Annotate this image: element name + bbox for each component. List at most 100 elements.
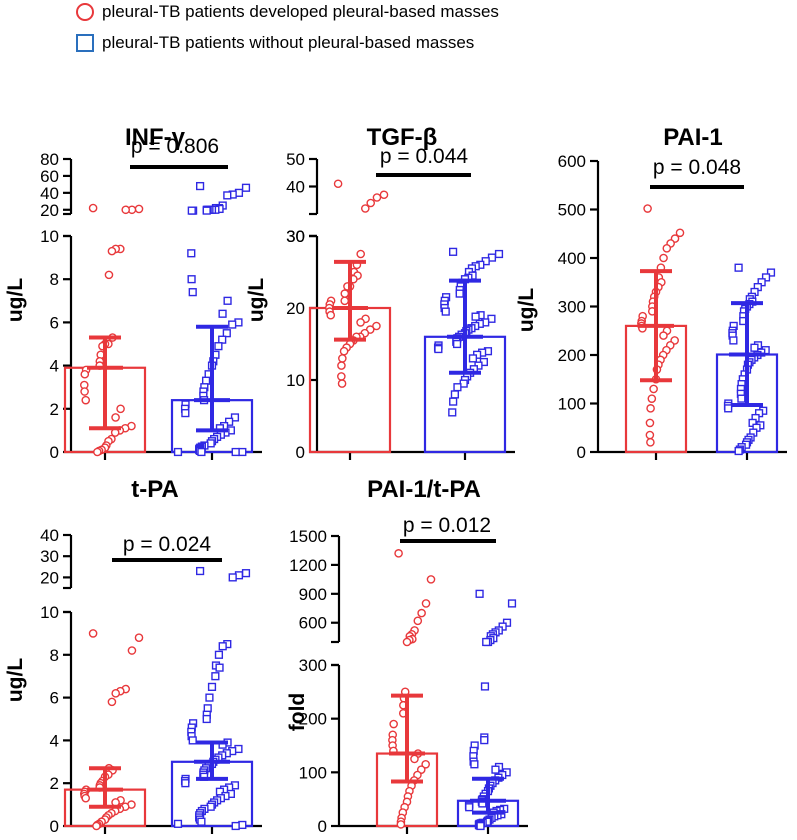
data-point-masses	[88, 203, 98, 213]
y-axis-label: ug/L	[515, 288, 538, 332]
data-point-masses	[402, 637, 412, 647]
data-point-no-masses	[223, 191, 232, 200]
data-point-no-masses	[241, 183, 251, 192]
data-point-no-masses	[218, 309, 227, 318]
data-point-masses	[675, 228, 685, 238]
data-point-no-masses	[452, 339, 462, 349]
chart-title: TGF-β	[367, 124, 438, 151]
y-tick-label: 0	[296, 443, 305, 462]
data-point-masses	[88, 629, 98, 638]
data-point-masses	[417, 608, 426, 618]
data-point-masses	[121, 205, 131, 215]
data-point-no-masses	[218, 335, 227, 344]
y-tick-label: 30	[286, 227, 305, 246]
data-point-masses	[340, 289, 350, 298]
data-point-no-masses	[231, 821, 240, 831]
data-point-no-masses	[482, 637, 491, 647]
y-tick-label: 200	[299, 710, 327, 729]
y-tick-label: 20	[40, 201, 59, 220]
p-value-label: p = 0.048	[653, 156, 741, 179]
data-point-masses	[379, 190, 389, 200]
data-point-masses	[337, 361, 346, 370]
y-tick-label: 2	[50, 774, 59, 793]
y-tick-label: 40	[40, 184, 59, 203]
y-tick-label: 20	[40, 568, 59, 587]
data-point-masses	[646, 437, 655, 447]
data-point-no-masses	[729, 336, 738, 345]
data-point-masses	[421, 759, 430, 769]
y-tick-label: 20	[286, 299, 305, 318]
data-point-no-masses	[188, 288, 197, 297]
data-point-masses	[81, 793, 91, 803]
y-tick-label: 8	[50, 646, 59, 665]
data-point-masses	[326, 310, 336, 320]
data-point-masses	[394, 549, 403, 558]
y-tick-label: 300	[558, 298, 586, 317]
data-point-masses	[111, 689, 121, 698]
data-point-masses	[107, 246, 117, 256]
data-point-no-masses	[238, 820, 247, 830]
data-point-no-masses	[215, 663, 224, 672]
y-tick-label: 8	[50, 270, 59, 289]
data-point-masses	[421, 599, 431, 608]
y-tick-label: 40	[40, 526, 59, 545]
data-point-no-masses	[448, 408, 457, 417]
data-point-masses	[410, 754, 419, 764]
data-point-masses	[134, 204, 144, 214]
data-point-no-masses	[187, 275, 196, 284]
data-point-no-masses	[468, 354, 478, 363]
data-point-masses	[662, 243, 672, 253]
data-point-no-masses	[214, 650, 224, 659]
y-tick-label: 10	[286, 371, 305, 390]
data-point-no-masses	[465, 803, 474, 812]
data-point-no-masses	[750, 343, 759, 352]
data-point-no-masses	[197, 447, 206, 457]
data-point-no-masses	[450, 390, 459, 399]
data-point-no-masses	[181, 409, 190, 418]
data-point-no-masses	[238, 447, 247, 457]
data-point-no-masses	[480, 736, 489, 745]
y-tick-label: 30	[40, 547, 59, 566]
data-point-masses	[134, 633, 144, 642]
blue-square-icon	[76, 34, 94, 52]
data-point-no-masses	[211, 672, 220, 681]
y-tick-label: 30	[286, 227, 305, 246]
data-point-masses	[646, 404, 655, 413]
y-tick-label: 100	[558, 395, 586, 414]
data-point-masses	[333, 179, 343, 189]
data-point-masses	[356, 249, 366, 259]
data-point-masses	[360, 204, 370, 213]
data-point-masses	[338, 354, 347, 363]
data-point-no-masses	[230, 413, 240, 422]
y-tick-label: 500	[558, 201, 586, 220]
data-point-masses	[339, 346, 349, 356]
y-tick-label: 0	[50, 817, 59, 836]
y-axis-label: ug/L	[245, 278, 268, 322]
chart-title: PAI-1	[663, 124, 723, 151]
data-point-no-masses	[734, 263, 743, 272]
data-point-no-masses	[724, 404, 733, 413]
y-tick-label: 1500	[289, 527, 327, 546]
data-point-no-masses	[491, 765, 500, 774]
data-point-no-masses	[214, 342, 223, 351]
y-tick-label: 6	[50, 689, 59, 708]
y-tick-label: 0	[577, 443, 586, 462]
data-point-no-masses	[480, 682, 490, 691]
data-point-masses	[645, 418, 655, 428]
data-point-masses	[127, 646, 137, 655]
y-tick-label: 6	[50, 313, 59, 332]
y-tick-label: 0	[50, 443, 59, 462]
data-point-no-masses	[173, 447, 183, 457]
data-point-no-masses	[449, 397, 458, 406]
y-tick-label: 50	[286, 150, 305, 169]
chart-panel-4: t-PA ug/L p = 0.024 0 2 4 6 8 10 20 30 40	[4, 476, 262, 836]
chart-title: INF-γ	[125, 124, 186, 151]
data-point-no-masses	[766, 268, 776, 277]
data-point-masses	[389, 719, 398, 729]
data-point-no-masses	[188, 736, 197, 745]
data-point-masses	[372, 321, 381, 331]
y-tick-label: 200	[558, 346, 586, 365]
chart-panel-5: PAI-1/t-PA fold p = 0.012 0 100 200 300 600 900 1…	[286, 476, 528, 836]
